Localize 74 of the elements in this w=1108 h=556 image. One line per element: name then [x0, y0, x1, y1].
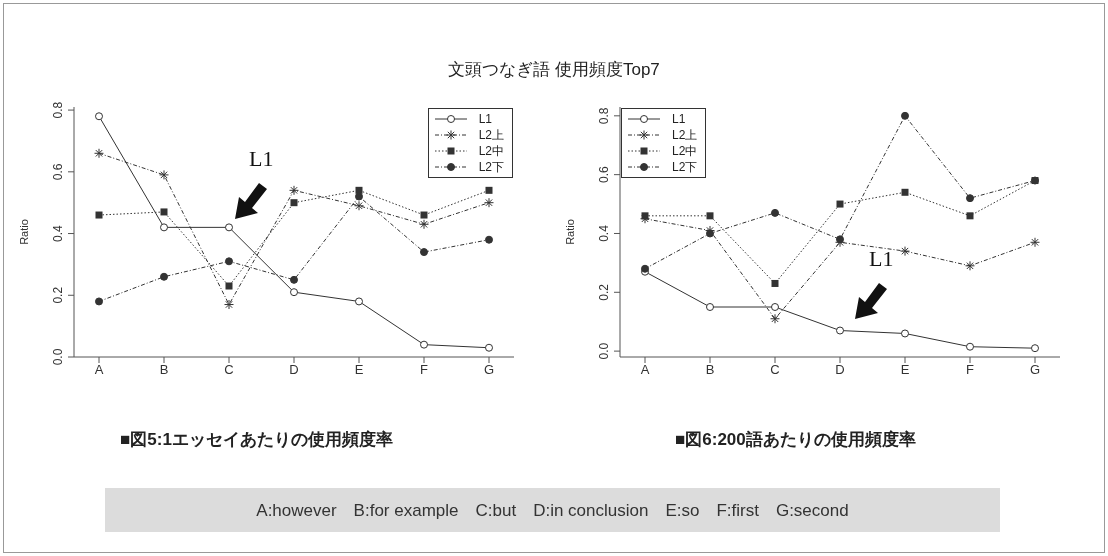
- point: [355, 297, 363, 306]
- point: [966, 212, 974, 220]
- x-tick-label: D: [835, 362, 845, 378]
- point: [290, 275, 298, 284]
- point: [225, 223, 233, 232]
- x-tick-label: F: [966, 362, 975, 378]
- point: [901, 111, 909, 120]
- point: [771, 208, 779, 217]
- point: [95, 297, 103, 306]
- y-tick-label: 0.2: [51, 286, 65, 304]
- point: [901, 188, 909, 196]
- x-tick-label: A: [640, 362, 650, 378]
- point: [290, 288, 298, 297]
- y-tick-label: 0.8: [597, 107, 611, 125]
- x-tick-label: D: [289, 362, 299, 378]
- legend-label: L2中: [672, 142, 698, 160]
- point: [836, 326, 844, 335]
- annotation: L1: [869, 246, 894, 271]
- x-tick-label: B: [705, 362, 715, 378]
- y-tick-label: 0.4: [51, 224, 65, 242]
- point: [160, 223, 168, 232]
- text: ■図6:200語あたりの使用頻度率: [675, 429, 916, 451]
- legend-label: L2上: [672, 126, 698, 144]
- legend-label: L2上: [478, 126, 504, 144]
- legend-label: L1: [672, 112, 686, 126]
- point: [966, 194, 974, 203]
- point: [1031, 344, 1039, 353]
- point: [420, 211, 428, 219]
- y-tick-label: 0.6: [51, 163, 65, 181]
- y-tick-label: 0.0: [597, 342, 611, 360]
- x-tick-label: E: [900, 362, 910, 378]
- point: [771, 303, 779, 311]
- x-tick-label: A: [94, 362, 104, 378]
- text: 文頭つなぎ語 使用頻度Top7: [447, 59, 661, 81]
- x-tick-label: F: [420, 362, 429, 378]
- point: [420, 340, 428, 349]
- point: [290, 199, 298, 207]
- point: [485, 186, 493, 194]
- point: [901, 329, 909, 338]
- legend-label: L2下: [478, 158, 504, 176]
- point: [836, 200, 844, 208]
- y-tick-label: 0.2: [597, 283, 611, 301]
- point: [160, 208, 168, 216]
- point: [966, 342, 974, 351]
- point: [420, 248, 428, 257]
- point: [225, 257, 233, 266]
- point: [95, 211, 103, 219]
- y-tick-label: 0.0: [51, 348, 65, 366]
- legend-label: L2中: [478, 142, 504, 160]
- point: [225, 282, 233, 290]
- x-tick-label: B: [159, 362, 169, 378]
- point: [95, 112, 103, 121]
- point: [355, 192, 363, 201]
- y-tick-label: 0.8: [51, 101, 65, 119]
- text: A:however B:for example C:but D:in conclusion E:so F:first G:second: [105, 488, 1000, 532]
- point: [706, 212, 714, 220]
- point: [160, 272, 168, 281]
- y-axis-title: Ratio: [17, 219, 30, 245]
- point: [485, 235, 493, 244]
- y-tick-label: 0.6: [597, 165, 611, 183]
- x-tick-label: G: [483, 362, 495, 378]
- annotation: L1: [249, 146, 274, 172]
- x-tick-label: C: [224, 362, 234, 378]
- y-axis-title: Ratio: [563, 219, 576, 245]
- point: [771, 279, 779, 287]
- x-tick-label: C: [770, 362, 780, 378]
- y-tick-label: 0.4: [597, 224, 611, 242]
- point: [485, 343, 493, 352]
- legend-label: L1: [478, 112, 492, 126]
- legend-label: L2下: [672, 158, 698, 176]
- x-tick-label: G: [1029, 362, 1041, 378]
- text: ■図5:1エッセイあたりの使用頻度率: [120, 429, 393, 451]
- point: [706, 303, 714, 311]
- x-tick-label: E: [354, 362, 364, 378]
